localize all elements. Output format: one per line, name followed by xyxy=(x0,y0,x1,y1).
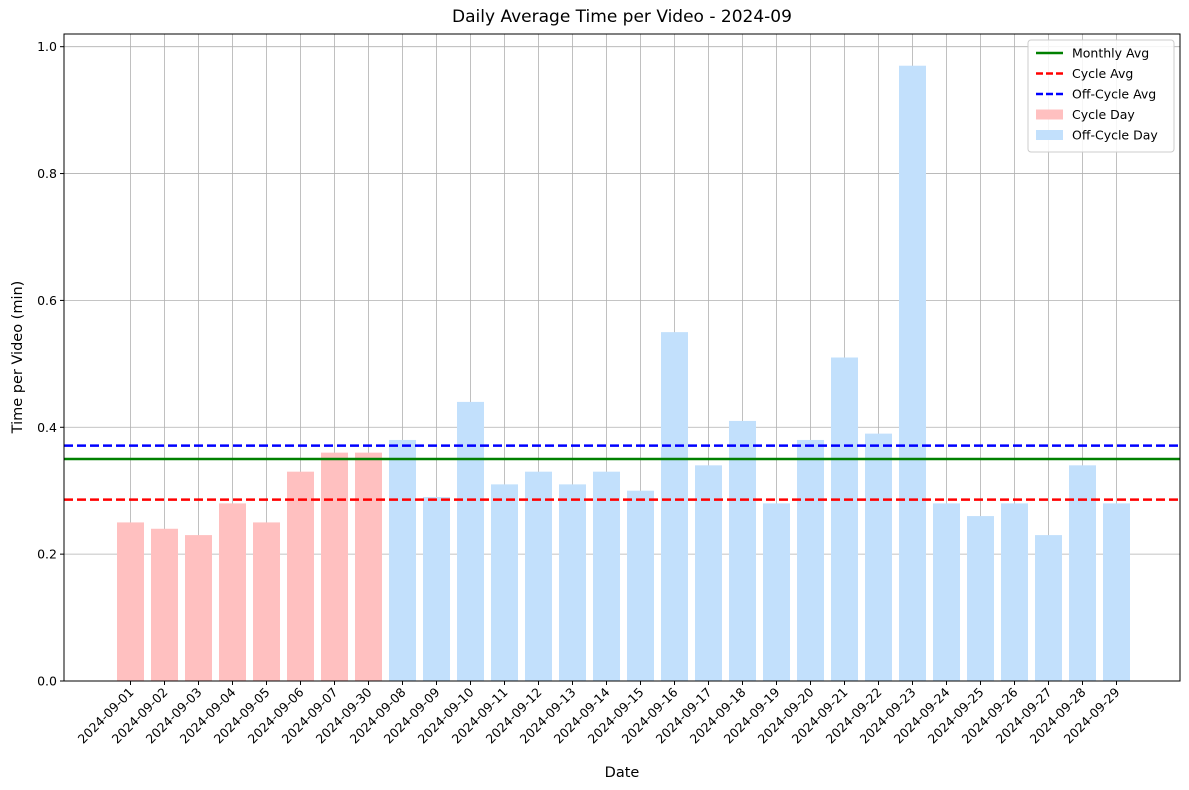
bar-2024-09-29 xyxy=(1103,503,1130,681)
legend: Monthly Avg Cycle Avg Off-Cycle Avg Cycle D… xyxy=(1027,39,1175,153)
bar-2024-09-09 xyxy=(423,497,450,681)
bar-2024-09-05 xyxy=(253,522,280,681)
x-axis-ticks: 2024-09-012024-09-022024-09-032024-09-04… xyxy=(75,681,1123,746)
bar-2024-09-12 xyxy=(525,471,552,681)
bar-2024-09-01 xyxy=(117,522,144,681)
bar-2024-09-11 xyxy=(491,484,518,681)
legend-swatch-patch xyxy=(1036,109,1063,120)
bar-2024-09-25 xyxy=(967,516,994,681)
bar-2024-09-24 xyxy=(933,503,960,681)
reference-lines-group xyxy=(64,444,1180,501)
bar-2024-09-22 xyxy=(865,433,892,681)
bar-2024-09-08 xyxy=(389,439,416,681)
bar-2024-09-26 xyxy=(1001,503,1028,681)
bar-2024-09-23 xyxy=(899,65,926,681)
bar-2024-09-21 xyxy=(831,357,858,681)
legend-label: Cycle Avg xyxy=(1072,66,1133,81)
bar-2024-09-10 xyxy=(457,401,484,681)
bar-2024-09-20 xyxy=(797,439,824,681)
bar-2024-09-06 xyxy=(287,471,314,681)
x-axis-label: Date xyxy=(605,765,640,781)
y-tick-label: 0.4 xyxy=(37,420,57,435)
legend-label: Monthly Avg xyxy=(1072,46,1149,61)
bar-2024-09-28 xyxy=(1069,465,1096,681)
y-tick-label: 0.0 xyxy=(37,674,57,689)
bars-group xyxy=(117,65,1130,681)
y-axis-label: Time per Video (min) xyxy=(10,281,26,435)
bar-2024-09-13 xyxy=(559,484,586,681)
y-tick-label: 1.0 xyxy=(37,39,57,54)
bar-2024-09-19 xyxy=(763,503,790,681)
bar-2024-09-07 xyxy=(321,452,348,681)
bar-2024-09-15 xyxy=(627,490,654,681)
y-tick-label: 0.6 xyxy=(37,293,57,308)
legend-box xyxy=(1027,39,1175,153)
bar-2024-09-16 xyxy=(661,332,688,681)
y-tick-label: 0.8 xyxy=(37,166,57,181)
legend-swatch-patch xyxy=(1036,130,1063,140)
chart-title: Daily Average Time per Video - 2024-09 xyxy=(452,7,792,27)
bar-2024-09-02 xyxy=(151,528,178,681)
bar-2024-09-03 xyxy=(185,535,212,681)
bar-2024-09-30 xyxy=(355,452,382,681)
y-tick-label: 0.2 xyxy=(37,547,57,562)
bar-2024-09-04 xyxy=(219,503,246,681)
legend-label: Cycle Day xyxy=(1072,107,1135,122)
bar-2024-09-17 xyxy=(695,465,722,681)
y-axis-ticks: 0.0 0.2 0.4 0.6 0.8 1.0 xyxy=(37,39,64,689)
bar-2024-09-18 xyxy=(729,420,756,681)
bar-2024-09-14 xyxy=(593,471,620,681)
plot-frame xyxy=(63,33,1181,682)
legend-label: Off-Cycle Avg xyxy=(1072,87,1156,102)
bar-2024-09-27 xyxy=(1035,535,1062,681)
legend-label: Off-Cycle Day xyxy=(1072,128,1158,143)
